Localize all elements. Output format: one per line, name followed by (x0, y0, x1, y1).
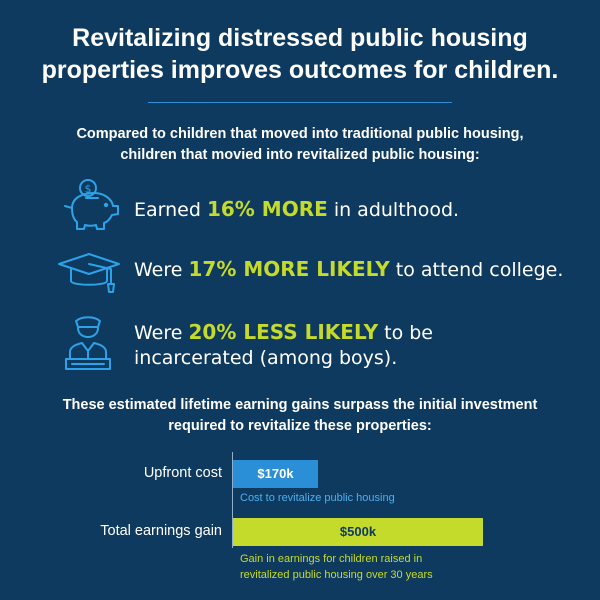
intro-text: Compared to children that moved into tra… (0, 124, 600, 166)
bar: $170k (233, 460, 318, 488)
bar-annotation-line: Gain in earnings for children raised in (240, 553, 423, 565)
chart-axis (232, 452, 233, 548)
bar-annotation-line: revitalized public housing over 30 years (240, 569, 433, 581)
page-title: Revitalizing distressed public housing p… (0, 22, 600, 86)
police-officer-icon (65, 316, 111, 370)
outcome-incarceration-highlight: 20% LESS LIKELY (188, 320, 379, 344)
outcome-college-pre: Were (134, 259, 189, 281)
outcome-earnings-pre: Earned (134, 199, 207, 221)
outcome-earnings-post: in adulthood. (327, 199, 460, 221)
outcome-earnings-highlight: 16% MORE (206, 197, 328, 221)
outcome-incarceration-pre: Were (134, 322, 189, 344)
piggy-bank-icon: $ (64, 179, 119, 230)
outcome-college-post: to attend college. (389, 259, 564, 281)
bar-annotation: Gain in earnings for children raised in r… (240, 551, 560, 583)
bar-category-label: Upfront cost (143, 465, 222, 481)
summary-text: These estimated lifetime earning gains s… (0, 395, 600, 437)
bar-annotation: Cost to revitalize public housing (240, 490, 560, 506)
title-divider (148, 102, 452, 103)
summary-line-2: required to revitalize these properties: (168, 418, 432, 434)
title-line-1: Revitalizing distressed public housing (72, 24, 528, 52)
outcome-college-highlight: 17% MORE LIKELY (188, 257, 390, 281)
outcome-earnings: Earned 16% MORE in adulthood. (134, 197, 459, 223)
summary-line-1: These estimated lifetime earning gains s… (62, 397, 538, 413)
intro-line-2: children that movied into revitalized pu… (120, 147, 480, 163)
outcome-incarceration-post: to be (378, 322, 433, 344)
outcome-incarceration-line2: incarcerated (among boys). (134, 347, 398, 369)
outcome-incarceration: Were 20% LESS LIKELY to be incarcerated … (134, 320, 433, 371)
bar-value-label: $170k (257, 466, 294, 481)
bar-annotation-line: Cost to revitalize public housing (240, 492, 395, 504)
bar-value-label: $500k (339, 524, 377, 539)
title-line-2: properties improves outcomes for childre… (41, 56, 559, 84)
outcome-college: Were 17% MORE LIKELY to attend college. (134, 257, 563, 283)
intro-line-1: Compared to children that moved into tra… (76, 126, 524, 142)
graduation-cap-icon (58, 253, 120, 293)
svg-text:$: $ (85, 183, 92, 196)
bar: $500k (233, 518, 483, 546)
bar-category-label: Total earnings gain (100, 523, 222, 539)
